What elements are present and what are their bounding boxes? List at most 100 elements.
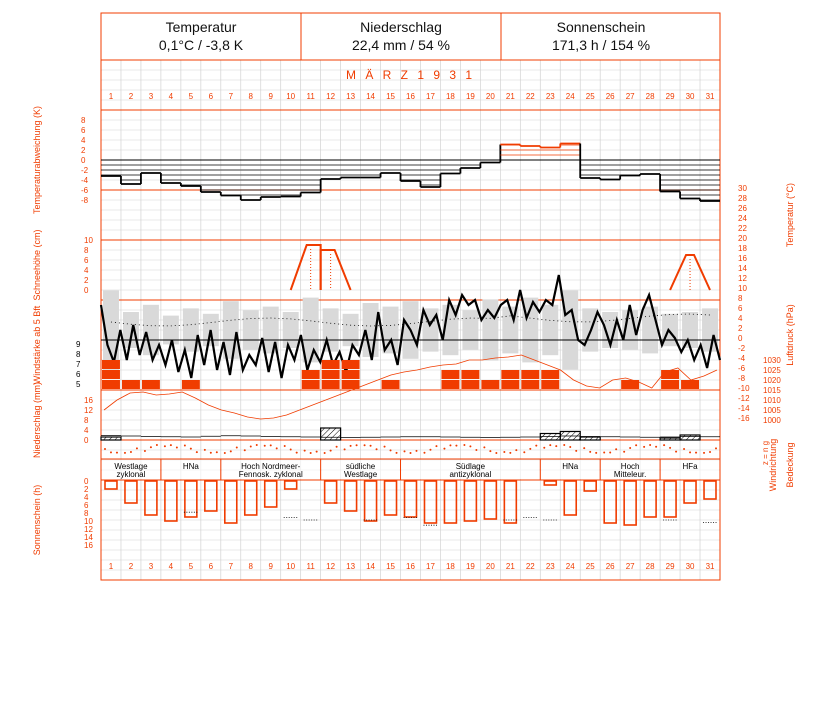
cloud-cover-dot — [623, 450, 626, 453]
cloud-cover-dot — [535, 444, 538, 447]
day-tick-label-bottom: 19 — [466, 562, 475, 571]
strong-wind-block — [121, 380, 140, 389]
day-tick-label-top: 31 — [706, 92, 715, 101]
sunshine-bar — [443, 480, 458, 524]
wind-range-band — [242, 310, 259, 350]
sunshine-bar — [483, 480, 498, 520]
day-tick-label-bottom: 7 — [229, 562, 234, 571]
strong-wind-block — [661, 380, 680, 389]
temp-right-tick-label: 6 — [738, 304, 743, 313]
strong-wind-block — [481, 380, 500, 389]
sunshine-tick-label: 16 — [84, 541, 93, 550]
pressure-tick-label: 1010 — [763, 396, 781, 405]
strong-wind-block — [501, 370, 520, 379]
day-tick-label-bottom: 9 — [268, 562, 273, 571]
temp-right-tick-label: -2 — [738, 344, 746, 353]
precipitation-tick-label: 8 — [84, 416, 89, 425]
cloud-cover-dot — [269, 444, 272, 447]
wind-range-band — [282, 312, 299, 348]
day-tick-label-top: 19 — [466, 92, 475, 101]
day-tick-label-bottom: 1 — [109, 562, 114, 571]
strong-wind-block — [621, 380, 640, 389]
wind-range-band — [482, 299, 499, 361]
precipitation-bar — [100, 436, 122, 441]
cloud-cover-dot — [215, 451, 218, 454]
weather-type-bg — [661, 460, 719, 479]
wind-tick-label: 6 — [76, 370, 81, 379]
cloud-panel — [103, 444, 718, 454]
sunshine-bar — [343, 480, 358, 512]
cloud-cover-dot — [363, 444, 366, 447]
day-tick-label-bottom: 16 — [406, 562, 415, 571]
precipitation-bar — [679, 434, 701, 441]
temp-tick-label: -4 — [81, 176, 89, 185]
cloud-cover-dot — [395, 451, 398, 454]
strong-wind-block — [541, 380, 560, 389]
weather-type-bg — [321, 460, 400, 479]
weather-type-label: Hoch Nordmeer- — [241, 462, 300, 471]
day-tick-label-bottom: 15 — [386, 562, 395, 571]
precipitation-tick-label: 12 — [84, 406, 93, 415]
header-sunshine-value: 171,3 h / 154 % — [551, 37, 651, 53]
cloud-cover-dot — [635, 444, 638, 447]
day-tick-label-bottom: 4 — [169, 562, 174, 571]
strong-wind-block — [301, 380, 320, 389]
cloud-cover-dot — [189, 447, 192, 450]
day-tick-label-top: 30 — [686, 92, 695, 101]
cloud-cover-dot — [715, 447, 718, 450]
cloud-scale-label: z = n g — [761, 441, 770, 465]
snow-tick-label: 10 — [84, 236, 93, 245]
strong-wind-block — [681, 380, 700, 389]
cloud-cover-dot — [543, 446, 546, 449]
day-tick-label-top: 13 — [346, 92, 355, 101]
chart-title: M Ä R Z 1 9 3 1 — [346, 68, 475, 82]
cloud-cover-dot — [163, 445, 166, 448]
cloud-cover-dot — [649, 444, 652, 447]
day-tick-label-bottom: 26 — [606, 562, 615, 571]
precipitation-tick-label: 0 — [84, 436, 89, 445]
wind-direction-label: Windrichtung — [768, 439, 778, 492]
day-tick-label-top: 6 — [209, 92, 214, 101]
wind-tick-label: 7 — [76, 360, 81, 369]
day-tick-label-bottom: 14 — [366, 562, 375, 571]
wind-range-band — [142, 304, 159, 356]
cloud-cover-dot — [295, 451, 298, 454]
temp-tick-label: -2 — [81, 166, 89, 175]
header-precipitation-label: Niederschlag — [360, 19, 442, 35]
cloud-cover-dot — [109, 451, 112, 454]
temp-tick-label: 8 — [81, 116, 86, 125]
weather-type-bg — [401, 460, 540, 479]
day-tick-label-top: 10 — [286, 92, 295, 101]
day-tick-label-bottom: 3 — [149, 562, 154, 571]
day-tick-label-bottom: 31 — [706, 562, 715, 571]
snow-ylabel: Schneehöhe (cm) — [32, 229, 42, 300]
day-tick-label-top: 11 — [307, 92, 316, 101]
day-tick-label-top: 29 — [666, 92, 675, 101]
day-tick-label-top: 25 — [586, 92, 595, 101]
strong-wind-block — [321, 380, 340, 389]
sunshine-bar — [583, 480, 597, 492]
cloud-cover-dot — [695, 451, 698, 454]
cloud-cover-dot — [609, 451, 612, 454]
strong-wind-block — [181, 380, 200, 389]
strong-wind-block — [441, 380, 460, 389]
cloud-cover-dot — [509, 451, 512, 454]
temp-tick-label: -8 — [81, 196, 89, 205]
precipitation-tick-label: 4 — [84, 426, 89, 435]
wind-range-band — [162, 315, 179, 345]
pressure-climatology-line — [110, 313, 711, 327]
day-tick-label-top: 5 — [189, 92, 194, 101]
cloud-cover-dot — [429, 448, 432, 451]
day-tick-label-top: 2 — [129, 92, 134, 101]
header-sunshine-label: Sonnenschein — [556, 19, 646, 35]
cloud-cover-dot — [175, 446, 178, 449]
cloud-cover-dot — [203, 448, 206, 451]
weather-type-bg — [221, 460, 320, 479]
temp-tick-label: 0 — [81, 156, 86, 165]
day-tick-label-top: 12 — [326, 92, 335, 101]
sunshine-tick-label: 0 — [84, 477, 89, 486]
sunshine-bar — [463, 480, 478, 522]
wind-range-band — [122, 312, 139, 348]
cloud-cover-label: Bedeckung — [785, 442, 795, 487]
cloud-cover-dot — [143, 450, 146, 453]
